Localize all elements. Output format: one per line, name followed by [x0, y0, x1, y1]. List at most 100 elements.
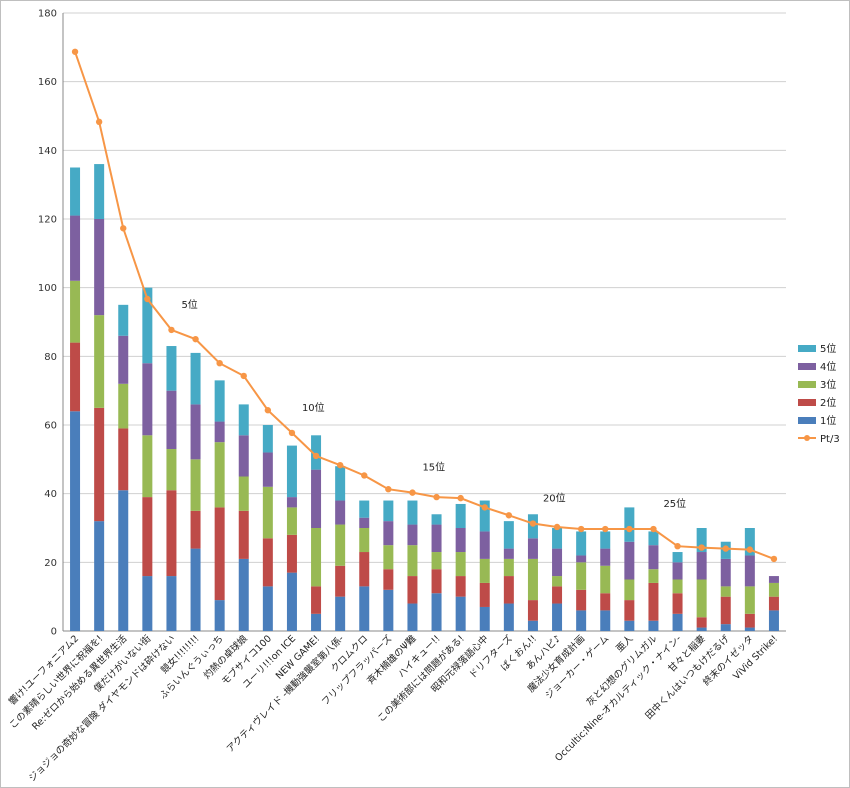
pt-line-point [626, 525, 633, 533]
bar-segment-rank1-cat3 [142, 576, 153, 631]
bar-segment-rank1-cat16 [455, 596, 466, 631]
bar-segment-rank2-cat12 [359, 552, 370, 587]
y-tick-label: 40 [44, 489, 57, 500]
bar-segment-rank3-cat16 [455, 552, 466, 577]
bar-segment-rank3-cat6 [214, 442, 225, 508]
bar-segment-rank1-cat13 [383, 589, 394, 631]
legend-label: 3位 [820, 378, 836, 391]
bar-segment-rank5-cat10 [311, 435, 322, 470]
bar-segment-rank2-cat3 [142, 497, 153, 577]
legend-label: 2位 [820, 396, 836, 409]
bar-segment-rank2-cat26 [696, 617, 707, 628]
bar-segment-rank2-cat19 [527, 600, 538, 621]
bar-segment-rank5-cat21 [576, 531, 587, 556]
bar-segment-rank5-cat18 [503, 521, 514, 549]
pt-line-point [722, 545, 729, 552]
bar-segment-rank3-cat14 [407, 545, 418, 577]
bar-segment-rank3-cat5 [190, 459, 201, 511]
bar-segment-rank3-cat22 [600, 565, 611, 594]
pt-line-point [529, 520, 537, 527]
legend-label: 5位 [820, 342, 836, 355]
legend-label: 1位 [820, 414, 836, 427]
bar-segment-rank2-cat29 [768, 596, 779, 611]
bar-segment-rank4-cat3 [142, 363, 153, 436]
bar-segment-rank2-cat4 [166, 490, 177, 577]
pt-line-point [409, 489, 416, 496]
pt-line-point [192, 335, 199, 343]
bar-segment-rank4-cat2 [118, 335, 129, 384]
y-tick-label: 0 [51, 627, 57, 638]
bar-segment-rank4-cat4 [166, 390, 177, 450]
bar-segment-rank1-cat5 [190, 548, 201, 631]
bar-segment-rank5-cat22 [600, 531, 611, 549]
bar-segment-rank5-cat15 [431, 514, 442, 525]
bar-segment-rank3-cat27 [720, 586, 731, 597]
bar-segment-rank3-cat26 [696, 579, 707, 618]
bar-segment-rank5-cat1 [94, 164, 105, 219]
bar-segment-rank1-cat10 [311, 613, 322, 631]
bar-segment-rank2-cat6 [214, 507, 225, 601]
bar-segment-rank5-cat17 [479, 500, 490, 532]
rank-annotations: 5位 10位 15位 20位 25位 [181, 298, 686, 510]
y-tick-label: 80 [44, 352, 57, 363]
pt-line-point [433, 493, 440, 501]
bar-segment-rank3-cat28 [744, 586, 755, 614]
pt-line-point [144, 295, 151, 303]
pt-line-point [168, 326, 175, 334]
bar-segment-rank5-cat3 [142, 287, 153, 364]
bar-segment-rank2-cat25 [672, 593, 683, 614]
bar-segment-rank3-cat9 [286, 507, 297, 535]
y-tick-label: 100 [38, 283, 57, 294]
bar-segment-rank1-cat18 [503, 603, 514, 631]
bar-segment-rank5-cat24 [648, 531, 659, 546]
y-tick-label: 20 [44, 558, 57, 569]
bar-segment-rank5-cat23 [624, 507, 635, 542]
bar-segment-rank1-cat19 [527, 620, 538, 631]
y-tick-label: 160 [38, 77, 57, 88]
pt-line-point [505, 512, 513, 519]
bar-segment-rank2-cat1 [94, 407, 105, 522]
y-tick-label: 180 [38, 9, 57, 20]
bar-segment-rank5-cat0 [70, 167, 81, 216]
bar-segment-rank2-cat20 [552, 586, 563, 604]
bar-segment-rank2-cat8 [262, 538, 273, 587]
bar-segment-rank3-cat17 [479, 558, 490, 583]
bar-segment-rank5-cat9 [286, 445, 297, 498]
bar-segment-rank1-cat1 [94, 521, 105, 631]
legend-label: Pt/3 [820, 434, 840, 445]
bar-segment-rank4-cat21 [576, 555, 587, 563]
bar-segment-rank5-cat20 [552, 528, 563, 549]
bar-segment-rank4-cat13 [383, 521, 394, 546]
bar-segment-rank5-cat12 [359, 500, 370, 518]
bar-segment-rank2-cat14 [407, 576, 418, 604]
bar-segment-rank2-cat9 [286, 534, 297, 573]
bar-segment-rank3-cat25 [672, 579, 683, 594]
bar-segment-rank4-cat8 [262, 452, 273, 487]
bar-segment-rank1-cat21 [576, 610, 587, 631]
bar-segment-rank1-cat15 [431, 593, 442, 631]
bar-segment-rank4-cat7 [238, 435, 249, 477]
gridlines [62, 12, 786, 632]
bar-segment-rank1-cat14 [407, 603, 418, 631]
bar-segment-rank4-cat15 [431, 524, 442, 553]
bar-segment-rank5-cat4 [166, 346, 177, 391]
bar-segment-rank2-cat10 [311, 586, 322, 614]
pt-line-series [71, 48, 778, 563]
bar-segment-rank1-cat20 [552, 603, 563, 631]
bar-segment-rank2-cat5 [190, 510, 201, 549]
bar-segment-rank1-cat29 [768, 610, 779, 631]
bar-segment-rank3-cat11 [335, 524, 346, 566]
bar-segment-rank3-cat21 [576, 562, 587, 590]
bar-segment-rank3-cat1 [94, 315, 105, 408]
bar-segment-rank5-cat5 [190, 352, 201, 405]
bar-segment-rank1-cat28 [744, 627, 755, 631]
x-axis-ticks: 響け!ユーフォニアム2この素晴らしい世界に祝福を!Re:ゼロから始める異世界生活… [6, 632, 780, 784]
bar-segment-rank4-cat24 [648, 545, 659, 570]
bar-segment-rank1-cat17 [479, 606, 490, 631]
y-axis-ticks: 0 20 40 60 80 100 120 140 160 180 [38, 9, 57, 638]
bar-segment-rank3-cat8 [262, 486, 273, 539]
bar-segment-rank5-cat25 [672, 552, 683, 563]
bar-segment-rank4-cat27 [720, 558, 731, 587]
